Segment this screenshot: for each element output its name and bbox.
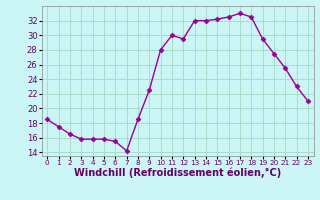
X-axis label: Windchill (Refroidissement éolien,°C): Windchill (Refroidissement éolien,°C): [74, 168, 281, 178]
